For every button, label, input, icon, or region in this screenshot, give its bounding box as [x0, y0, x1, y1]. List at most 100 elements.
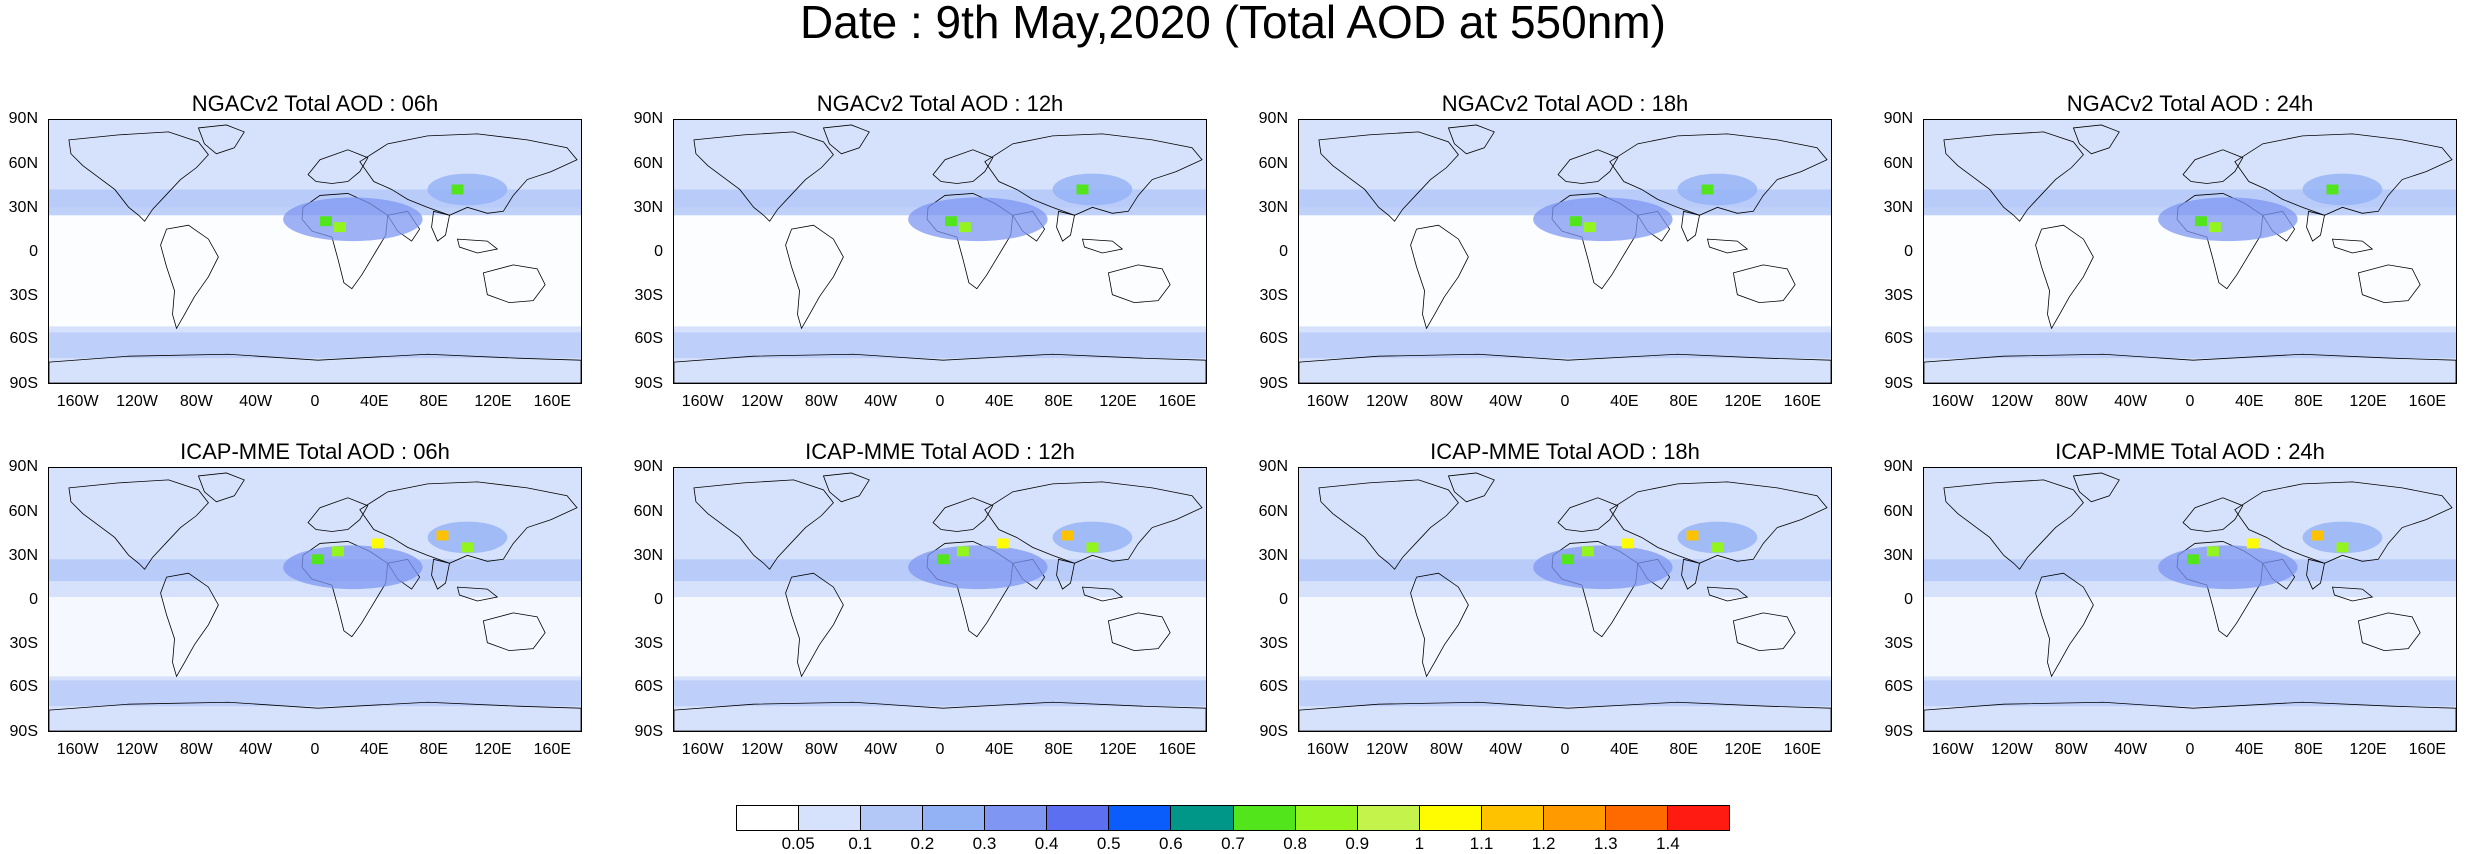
aod-hotspot: [333, 222, 346, 233]
lon-tick-label: 80W: [1429, 393, 1463, 410]
lon-tick-label: 80E: [419, 393, 448, 410]
panel-title: NGACv2 Total AOD : 12h: [816, 91, 1064, 116]
map-plot-area: [1298, 119, 1832, 384]
coastline: [1609, 133, 1828, 216]
map-panel: ICAP-MME Total AOD : 12h 90N 60N 30N 0 30S 60S…: [625, 440, 1207, 770]
lon-tick-label: 160E: [1158, 741, 1197, 758]
aod-map: [1299, 120, 1831, 383]
lat-tick-label: 60S: [9, 330, 38, 347]
lon-tick-label: 40E: [360, 741, 389, 758]
lat-tick-label: 60S: [9, 678, 38, 695]
lat-tick-label: 90N: [8, 458, 38, 475]
southern-ocean-aerosol: [1299, 332, 1831, 359]
lon-tick-label: 120E: [474, 393, 512, 410]
lon-tick-label: 120W: [116, 393, 158, 410]
coastline: [68, 479, 209, 570]
coastline: [1056, 210, 1075, 242]
coastline: [2234, 481, 2453, 564]
lon-tick-label: 0: [1560, 741, 1570, 758]
dust-plume: [908, 197, 1048, 242]
asian-aerosol: [1677, 173, 1758, 206]
aod-hotspot: [371, 538, 384, 549]
panel-title: ICAP-MME Total AOD : 18h: [1430, 439, 1700, 464]
coastline: [1557, 149, 1619, 184]
colorbar-tick-label: 1.1: [1469, 834, 1494, 853]
aod-map: [49, 468, 581, 731]
lat-tick-label: 90N: [633, 458, 663, 475]
coastline: [2306, 558, 2325, 590]
coastline: [1706, 586, 1749, 602]
low-aod-band: [49, 597, 581, 677]
lat-tick-label: 60S: [1259, 330, 1288, 347]
colorbar-swatch: [861, 806, 924, 830]
lon-tick-label: 40E: [1610, 741, 1639, 758]
low-aod-band: [674, 597, 1206, 677]
lon-tick-label: 160W: [681, 741, 724, 758]
lon-tick-label: 40W: [864, 741, 898, 758]
colorbar-swatches: [736, 805, 1730, 831]
lat-tick-label: 60S: [634, 330, 663, 347]
southern-ocean-aerosol: [674, 332, 1206, 359]
colorbar-swatch: [1357, 806, 1420, 830]
lat-tick-label: 30N: [1258, 199, 1288, 216]
lat-tick-label: 30N: [1883, 199, 1913, 216]
colorbar-swatch: [1419, 806, 1482, 830]
coastline: [1056, 558, 1075, 590]
lon-tick-label: 0: [310, 741, 320, 758]
lat-tick-label: 90S: [634, 375, 663, 392]
coastline: [984, 133, 1203, 216]
map-panel: NGACv2 Total AOD : 24h 90N 60N 30N 0 30S 60S 90…: [1875, 92, 2457, 422]
coastline: [674, 701, 1206, 731]
lon-tick-label: 80W: [2054, 741, 2088, 758]
lon-tick-label: 120E: [1099, 741, 1137, 758]
southern-ocean-aerosol: [1924, 332, 2456, 359]
lon-tick-label: 40E: [2235, 741, 2264, 758]
lon-tick-label: 160E: [1783, 393, 1822, 410]
aod-hotspot: [2311, 530, 2324, 541]
lat-tick-label: 90N: [1883, 110, 1913, 127]
lon-tick-label: 160W: [1931, 741, 1974, 758]
coastline: [49, 701, 581, 731]
lat-tick-label: 0: [29, 243, 38, 260]
coastline: [68, 131, 209, 222]
lon-tick-label: 120W: [741, 741, 783, 758]
colorbar-swatch: [1481, 806, 1544, 830]
aod-map: [674, 120, 1206, 383]
coastline: [49, 353, 581, 383]
lon-tick-label: 80W: [1429, 741, 1463, 758]
colorbar-tick-label: 1: [1414, 834, 1425, 853]
lat-tick-label: 90N: [1258, 110, 1288, 127]
coastline: [822, 472, 870, 503]
aod-hotspot: [996, 538, 1009, 549]
aod-hotspot: [331, 546, 344, 557]
aod-hotspot: [956, 546, 969, 557]
panel-title: ICAP-MME Total AOD : 12h: [805, 439, 1075, 464]
dust-plume: [2158, 197, 2298, 242]
colorbar-tick-label: 0.7: [1221, 834, 1245, 853]
lat-tick-label: 90S: [9, 723, 38, 740]
coastline: [693, 131, 834, 222]
dust-plume: [1533, 197, 1673, 242]
coastline: [197, 472, 245, 503]
coastline: [1732, 612, 1796, 652]
lon-tick-label: 80E: [1669, 393, 1698, 410]
aod-hotspot: [2336, 542, 2349, 553]
lat-tick-label: 90S: [1259, 375, 1288, 392]
lon-tick-label: 80E: [1669, 741, 1698, 758]
lat-tick-label: 60N: [633, 503, 663, 520]
lon-tick-label: 0: [2185, 393, 2195, 410]
colorbar-tick-label: 0.1: [848, 834, 873, 853]
colorbar-swatch: [1171, 806, 1234, 830]
lon-tick-label: 160W: [56, 741, 99, 758]
lon-tick-label: 120E: [1099, 393, 1137, 410]
aod-hotspot: [1061, 530, 1074, 541]
coastline: [2072, 472, 2120, 503]
asian-aerosol: [2302, 173, 2383, 206]
coastline: [2331, 238, 2374, 254]
colorbar-tick-label: 0.3: [972, 834, 997, 853]
lon-tick-label: 80W: [179, 741, 213, 758]
colorbar-swatch: [1295, 806, 1358, 830]
coastline: [822, 124, 870, 155]
lon-tick-label: 160E: [533, 741, 572, 758]
lon-tick-label: 120E: [474, 741, 512, 758]
